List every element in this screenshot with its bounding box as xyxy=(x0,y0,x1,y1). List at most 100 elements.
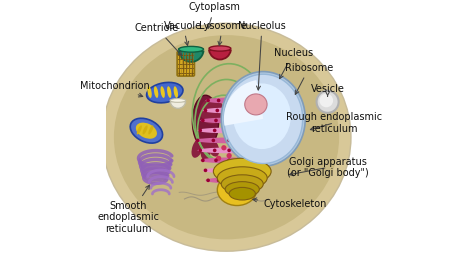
Circle shape xyxy=(259,139,263,142)
Circle shape xyxy=(243,139,246,142)
Circle shape xyxy=(242,149,246,152)
Ellipse shape xyxy=(103,24,350,250)
Ellipse shape xyxy=(200,98,224,124)
Text: Cytoplasm: Cytoplasm xyxy=(189,2,241,29)
Circle shape xyxy=(228,149,231,152)
Ellipse shape xyxy=(198,148,261,153)
Circle shape xyxy=(239,109,243,112)
Ellipse shape xyxy=(148,125,154,134)
Circle shape xyxy=(213,129,217,132)
Circle shape xyxy=(224,161,229,166)
Ellipse shape xyxy=(130,118,163,143)
Ellipse shape xyxy=(137,125,142,134)
Ellipse shape xyxy=(200,157,258,163)
Circle shape xyxy=(216,156,221,161)
Circle shape xyxy=(317,91,338,113)
Circle shape xyxy=(248,99,252,102)
Circle shape xyxy=(214,119,218,122)
Circle shape xyxy=(227,153,232,158)
Ellipse shape xyxy=(161,86,165,98)
Ellipse shape xyxy=(109,30,345,245)
Circle shape xyxy=(219,166,224,171)
Text: Vesicle: Vesicle xyxy=(310,84,345,96)
Ellipse shape xyxy=(179,46,203,52)
FancyBboxPatch shape xyxy=(177,51,194,76)
Circle shape xyxy=(213,149,217,152)
Circle shape xyxy=(240,158,244,162)
Ellipse shape xyxy=(167,86,172,98)
Text: Smooth
endoplasmic
reticulum: Smooth endoplasmic reticulum xyxy=(97,185,159,234)
Circle shape xyxy=(228,109,231,112)
Circle shape xyxy=(238,178,241,182)
Circle shape xyxy=(228,129,231,132)
Ellipse shape xyxy=(192,95,219,148)
Circle shape xyxy=(242,129,246,132)
Circle shape xyxy=(254,119,257,122)
Ellipse shape xyxy=(200,117,258,123)
Text: Golgi apparatus
(or "Golgi body"): Golgi apparatus (or "Golgi body") xyxy=(287,157,368,178)
Circle shape xyxy=(216,168,219,172)
Circle shape xyxy=(199,149,202,152)
Text: Mitochondrion: Mitochondrion xyxy=(80,81,150,97)
Text: Rough endoplasmic
reticulum: Rough endoplasmic reticulum xyxy=(286,112,382,134)
Circle shape xyxy=(319,94,333,107)
Ellipse shape xyxy=(245,94,267,115)
Text: Nucleus: Nucleus xyxy=(274,48,313,79)
Circle shape xyxy=(216,109,219,112)
Ellipse shape xyxy=(191,138,204,158)
Ellipse shape xyxy=(147,86,152,98)
Ellipse shape xyxy=(198,128,261,133)
Wedge shape xyxy=(224,80,263,126)
Ellipse shape xyxy=(208,139,219,157)
Ellipse shape xyxy=(200,140,211,161)
Text: Centriole: Centriole xyxy=(135,23,182,55)
Ellipse shape xyxy=(195,138,263,143)
Circle shape xyxy=(204,109,207,112)
Wedge shape xyxy=(179,49,203,62)
Circle shape xyxy=(211,139,215,142)
Ellipse shape xyxy=(213,158,271,185)
Circle shape xyxy=(228,178,231,182)
Circle shape xyxy=(204,168,207,172)
Ellipse shape xyxy=(233,83,291,149)
Ellipse shape xyxy=(146,82,183,103)
Circle shape xyxy=(221,145,227,150)
Ellipse shape xyxy=(170,99,186,102)
Circle shape xyxy=(240,119,244,122)
Ellipse shape xyxy=(221,72,305,166)
Circle shape xyxy=(196,139,200,142)
Ellipse shape xyxy=(221,175,263,193)
Circle shape xyxy=(238,99,241,102)
Ellipse shape xyxy=(206,177,253,183)
Circle shape xyxy=(217,99,220,102)
Ellipse shape xyxy=(136,122,157,139)
Circle shape xyxy=(228,158,231,162)
Circle shape xyxy=(206,178,210,182)
Text: Cytoskeleton: Cytoskeleton xyxy=(253,198,327,209)
Ellipse shape xyxy=(209,46,231,51)
Ellipse shape xyxy=(203,167,255,173)
Circle shape xyxy=(256,129,260,132)
Ellipse shape xyxy=(217,167,267,189)
Ellipse shape xyxy=(203,107,255,113)
Ellipse shape xyxy=(224,74,303,163)
Circle shape xyxy=(254,158,257,162)
Ellipse shape xyxy=(217,174,257,206)
Circle shape xyxy=(251,168,255,172)
Ellipse shape xyxy=(229,187,255,200)
Circle shape xyxy=(228,99,231,102)
Circle shape xyxy=(199,129,202,132)
Ellipse shape xyxy=(173,86,178,98)
Circle shape xyxy=(201,158,205,162)
Ellipse shape xyxy=(154,86,158,98)
Circle shape xyxy=(251,109,255,112)
Circle shape xyxy=(239,168,243,172)
Text: Lysosome: Lysosome xyxy=(199,21,246,45)
Circle shape xyxy=(201,119,205,122)
Wedge shape xyxy=(209,49,231,59)
Circle shape xyxy=(206,99,210,102)
Text: Nucleolus: Nucleolus xyxy=(238,21,286,90)
Text: Vacuole: Vacuole xyxy=(164,21,202,45)
Ellipse shape xyxy=(225,182,259,197)
Circle shape xyxy=(228,139,231,142)
